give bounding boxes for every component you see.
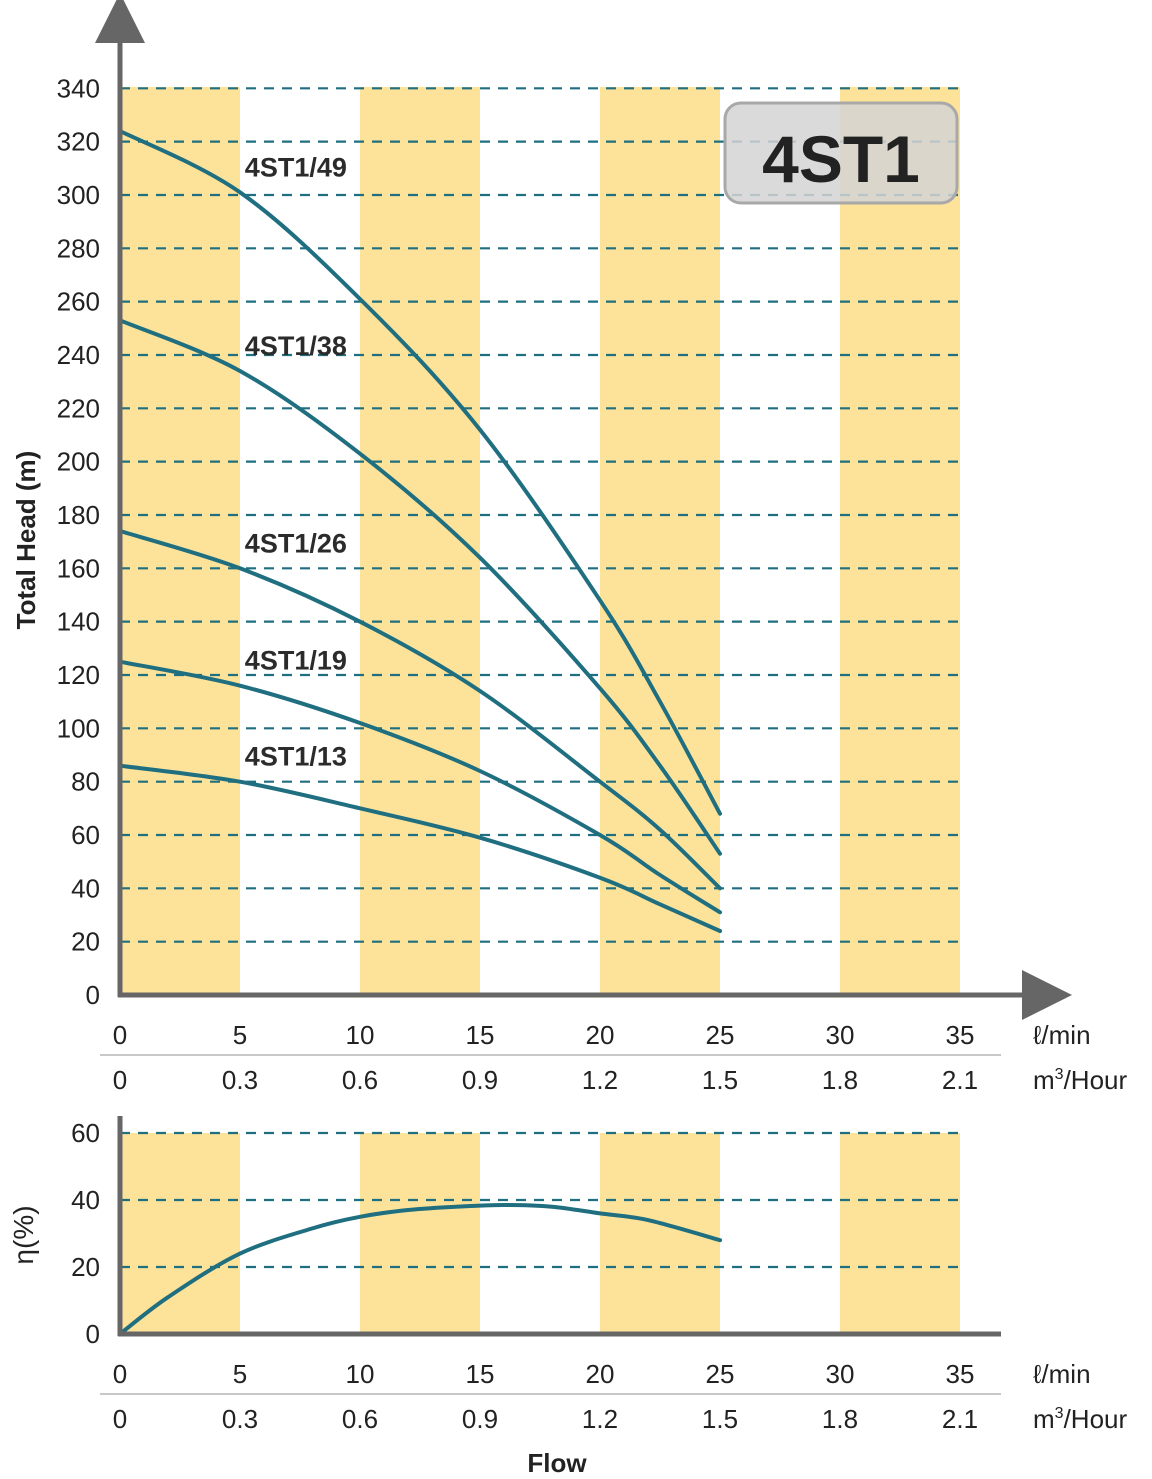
bottom-chart-x-tick-m3h-1.2: 1.2 (582, 1404, 618, 1434)
curve-4st1-49 (118, 129, 722, 816)
top-chart-y-tick-280: 280 (57, 233, 100, 263)
top-chart-x-tick-m3h-2.1: 2.1 (942, 1065, 978, 1095)
series-label-4st1-19: 4ST1/19 (245, 646, 347, 676)
bottom-chart-y-ticks: 0 20 40 60 (71, 1118, 100, 1349)
model-badge-box (723, 101, 959, 205)
top-chart-y-tick-0: 0 (86, 980, 100, 1010)
top-flow-unit-label: ℓ/min (1033, 1020, 1091, 1050)
top-chart-x-tick-lmin-0: 0 (113, 1020, 127, 1050)
top-chart-y-tick-200: 200 (57, 447, 100, 477)
bottom-chart-x-tick-lmin-15: 15 (466, 1359, 495, 1389)
top-chart-x-tick-lmin-35: 35 (946, 1020, 975, 1050)
bottom-m3h-unit-prefix: m (1033, 1404, 1055, 1434)
bottom-chart-y-tick-40: 40 (71, 1185, 100, 1215)
bottom-chart-band-1 (120, 1133, 240, 1334)
top-chart-band-4 (840, 87, 960, 995)
efficiency-curve (118, 1202, 722, 1336)
series-label-4st1-13: 4ST1/13 (245, 742, 347, 772)
curve-4st1-19 (118, 659, 722, 915)
top-chart-x-tick-lmin-10: 10 (346, 1020, 375, 1050)
top-chart-x-tick-m3h-0.9: 0.9 (462, 1065, 498, 1095)
top-chart-y-tick-20: 20 (71, 927, 100, 957)
bottom-chart-x-tick-m3h-1.5: 1.5 (702, 1404, 738, 1434)
bottom-chart-x-tick-lmin-20: 20 (586, 1359, 615, 1389)
top-chart-x-tick-lmin-15: 15 (466, 1020, 495, 1050)
bottom-chart-y-tick-60: 60 (71, 1118, 100, 1148)
top-chart-y-tick-300: 300 (57, 180, 100, 210)
bottom-chart-x-ticks: 0 5 10 15 20 25 30 35 0 0.3 0.6 0.9 1.2 1.5 1.8 2.1 (113, 1359, 978, 1434)
top-chart-y-tick-40: 40 (71, 873, 100, 903)
top-chart-grid (120, 87, 960, 943)
top-chart-x-tick-m3h-1.8: 1.8 (822, 1065, 858, 1095)
bottom-chart-x-tick-lmin-25: 25 (706, 1359, 735, 1389)
top-chart-x-tick-m3h-0: 0 (113, 1065, 127, 1095)
top-chart-x-tick-lmin-25: 25 (706, 1020, 735, 1050)
top-m3h-unit-label: m3/Hour (1033, 1065, 1127, 1095)
bottom-m3h-unit-suffix: /Hour (1064, 1404, 1128, 1434)
top-chart-y-tick-320: 320 (57, 127, 100, 157)
bottom-chart-x-tick-lmin-0: 0 (113, 1359, 127, 1389)
top-chart-x-tick-m3h-1.5: 1.5 (702, 1065, 738, 1095)
top-chart-y-tick-60: 60 (71, 820, 100, 850)
top-chart-y-tick-240: 240 (57, 340, 100, 370)
bottom-chart-x-tick-m3h-1.8: 1.8 (822, 1404, 858, 1434)
curve-4st1-26 (118, 529, 722, 891)
bottom-chart-x-tick-m3h-0.9: 0.9 (462, 1404, 498, 1434)
bottom-chart-x-tick-lmin-10: 10 (346, 1359, 375, 1389)
bottom-m3h-unit-label: m3/Hour (1033, 1404, 1127, 1434)
top-chart-x-tick-m3h-0.3: 0.3 (222, 1065, 258, 1095)
top-chart-curves (118, 129, 722, 933)
bottom-chart-x-tick-m3h-2.1: 2.1 (942, 1404, 978, 1434)
curve-4st1-38 (118, 318, 722, 856)
top-chart-y-tick-140: 140 (57, 607, 100, 637)
bottom-chart-y-axis-title: η(%) (8, 1205, 39, 1264)
top-chart-y-tick-160: 160 (57, 553, 100, 583)
top-chart-y-tick-220: 220 (57, 393, 100, 423)
bottom-chart-band-2 (360, 1133, 480, 1334)
chart-axes (95, 0, 1072, 1395)
top-chart-y-tick-80: 80 (71, 767, 100, 797)
series-label-4st1-38: 4ST1/38 (245, 331, 347, 361)
x-axis-title: Flow (527, 1448, 587, 1478)
model-badge: 4ST1 (723, 101, 959, 205)
bottom-chart-x-tick-m3h-0: 0 (113, 1404, 127, 1434)
model-badge-label: 4ST1 (762, 122, 920, 196)
bottom-chart-y-tick-20: 20 (71, 1252, 100, 1282)
bottom-chart-bands (120, 1133, 960, 1334)
bottom-chart-x-tick-lmin-35: 35 (946, 1359, 975, 1389)
top-chart-series-labels: 4ST1/49 4ST1/38 4ST1/26 4ST1/19 4ST1/13 (245, 152, 347, 771)
top-chart-band-3 (600, 87, 720, 995)
top-m3h-unit-suffix: /Hour (1064, 1065, 1128, 1095)
series-label-4st1-49: 4ST1/49 (245, 152, 347, 182)
top-chart-x-tick-m3h-1.2: 1.2 (582, 1065, 618, 1095)
top-chart-y-tick-100: 100 (57, 713, 100, 743)
bottom-chart-x-tick-m3h-0.3: 0.3 (222, 1404, 258, 1434)
bottom-chart-curves (118, 1202, 722, 1336)
top-chart-x-tick-lmin-30: 30 (826, 1020, 855, 1050)
bottom-chart-band-4 (840, 1133, 960, 1334)
curve-4st1-13 (118, 763, 722, 933)
top-m3h-unit-sup: 3 (1055, 1066, 1064, 1083)
top-m3h-unit-prefix: m (1033, 1065, 1055, 1095)
top-chart-x-tick-lmin-5: 5 (233, 1020, 247, 1050)
top-chart-y-tick-180: 180 (57, 500, 100, 530)
top-chart-x-ticks: 0 5 10 15 20 25 30 35 0 0.3 0.6 0.9 1.2 1.5 1.8 2.1 (113, 1020, 978, 1095)
top-chart-band-1 (120, 87, 240, 995)
bottom-chart-x-tick-lmin-30: 30 (826, 1359, 855, 1389)
top-chart-x-tick-m3h-0.6: 0.6 (342, 1065, 378, 1095)
bottom-flow-unit-label: ℓ/min (1033, 1359, 1091, 1389)
top-chart-y-axis-title: Total Head (m) (11, 451, 41, 630)
top-chart-x-tick-lmin-20: 20 (586, 1020, 615, 1050)
bottom-chart-x-tick-lmin-5: 5 (233, 1359, 247, 1389)
bottom-m3h-unit-sup: 3 (1055, 1405, 1064, 1422)
bottom-chart-y-tick-0: 0 (86, 1319, 100, 1349)
top-chart-y-tick-260: 260 (57, 287, 100, 317)
top-chart-y-tick-120: 120 (57, 660, 100, 690)
bottom-chart-x-tick-m3h-0.6: 0.6 (342, 1404, 378, 1434)
bottom-chart-grid (120, 1131, 960, 1269)
top-chart-y-tick-340: 340 (57, 73, 100, 103)
top-chart-y-ticks: 0 20 40 60 80 100 120 140 160 180 200 220 240 260 280 3… (57, 73, 100, 1010)
series-label-4st1-26: 4ST1/26 (245, 528, 347, 558)
